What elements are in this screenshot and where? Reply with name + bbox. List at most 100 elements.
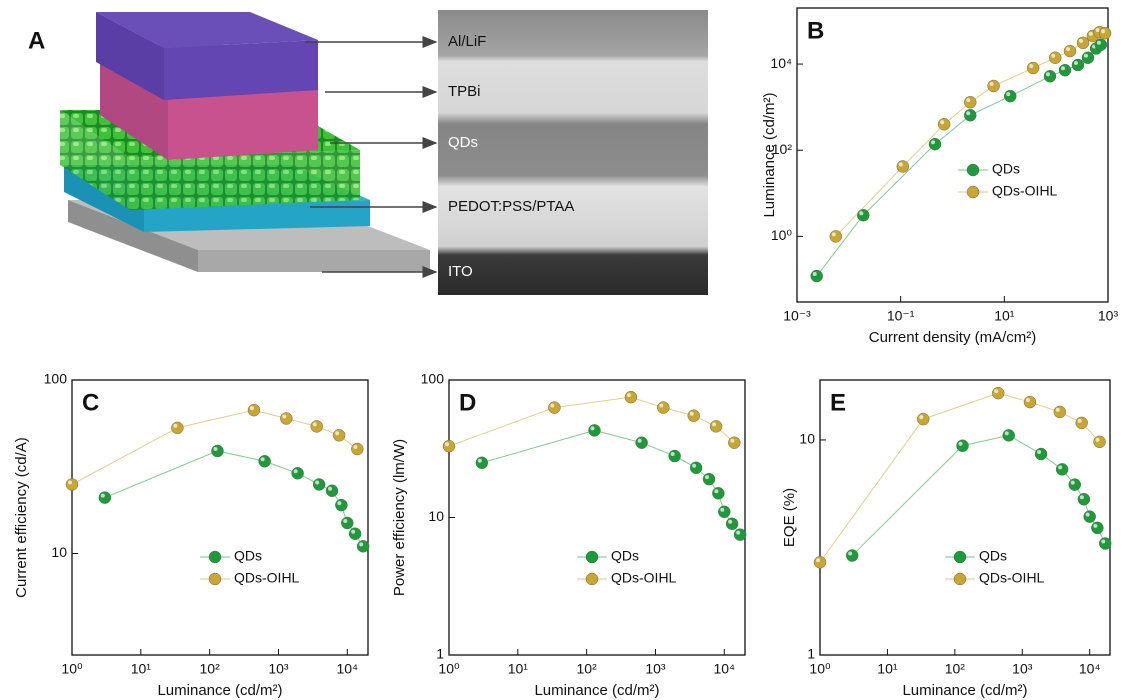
data-point [657, 402, 669, 414]
legend-label: QDs [234, 548, 262, 564]
point-highlight [1096, 438, 1100, 442]
data-point [734, 529, 746, 541]
x-tick-label: 10³ [1098, 308, 1119, 324]
layer-label: QDs [448, 134, 478, 151]
point-highlight [1093, 524, 1097, 528]
data-point [917, 413, 929, 425]
point-highlight [335, 431, 339, 435]
point-highlight [638, 439, 642, 443]
data-point [1099, 27, 1111, 39]
plot-frame [820, 380, 1110, 655]
point-highlight [659, 404, 663, 408]
legend-label: QDs [979, 548, 1007, 564]
data-point [1054, 406, 1066, 418]
legend-label: QDs [611, 548, 639, 564]
point-highlight [1026, 398, 1030, 402]
data-point [636, 437, 648, 449]
x-tick-label: 10⁰ [809, 661, 831, 677]
plot-frame [797, 8, 1108, 302]
x-tick-label: 10² [945, 661, 966, 677]
point-highlight [730, 439, 734, 443]
y-tick-label: 10⁰ [771, 227, 793, 243]
legend-marker [586, 551, 598, 563]
data-point [712, 487, 724, 499]
point-highlight [931, 140, 935, 144]
data-point [1044, 70, 1056, 82]
legend-label: QDs [992, 161, 1020, 177]
point-highlight [690, 412, 694, 416]
device-schematic: A [28, 12, 430, 322]
data-point [1084, 511, 1096, 523]
point-highlight [101, 494, 105, 498]
data-point [938, 118, 950, 130]
data-point [1091, 522, 1103, 534]
y-tick-label: 100 [44, 371, 68, 387]
point-highlight [848, 552, 852, 556]
point-highlight [550, 404, 554, 408]
data-point [443, 440, 455, 452]
legend-marker [954, 573, 966, 585]
x-tick-label: 10³ [645, 661, 666, 677]
figure: A Al/LiF TPBi QDs PEDOT:PSS/PTAA ITO B10… [0, 0, 1127, 700]
data-point [248, 404, 260, 416]
data-point [929, 138, 941, 150]
series-line [820, 393, 1100, 562]
point-highlight [353, 445, 357, 449]
point-highlight [1071, 481, 1075, 485]
point-highlight [919, 415, 923, 419]
y-tick-label: 100 [421, 371, 445, 387]
point-highlight [1080, 495, 1084, 499]
y-tick-label: 10 [799, 431, 815, 447]
point-highlight [351, 530, 355, 534]
point-highlight [1056, 408, 1060, 412]
data-point [814, 556, 826, 568]
data-point [548, 402, 560, 414]
data-point [588, 424, 600, 436]
x-tick-label: 10⁻¹ [887, 308, 915, 324]
point-highlight [627, 393, 631, 397]
data-point [703, 473, 715, 485]
x-tick-label: 10² [200, 661, 221, 677]
data-point [1069, 479, 1081, 491]
data-point [313, 478, 325, 490]
data-point [1082, 52, 1094, 64]
data-point [1077, 37, 1089, 49]
series-line [852, 435, 1105, 555]
y-tick-label: 10⁴ [770, 55, 792, 71]
data-point [710, 420, 722, 432]
legend-marker [209, 551, 221, 563]
point-highlight [590, 426, 594, 430]
data-point [728, 437, 740, 449]
data-point [280, 412, 292, 424]
data-point [326, 485, 338, 497]
data-point [171, 422, 183, 434]
data-point [1078, 493, 1090, 505]
point-highlight [1097, 41, 1101, 45]
point-highlight [959, 442, 963, 446]
point-highlight [68, 480, 72, 484]
data-point [669, 450, 681, 462]
data-point [718, 506, 730, 518]
point-highlight [966, 111, 970, 115]
point-highlight [671, 452, 675, 456]
point-highlight [1051, 54, 1055, 58]
point-highlight [337, 501, 341, 505]
point-highlight [1096, 28, 1100, 32]
legend-marker [967, 164, 979, 176]
y-tick-label: 10 [428, 508, 444, 524]
y-tick-label: 1 [807, 646, 815, 662]
point-highlight [315, 480, 319, 484]
data-point [333, 429, 345, 441]
data-point [1024, 396, 1036, 408]
point-highlight [1046, 72, 1050, 76]
legend-label: QDs-OIHL [992, 183, 1058, 199]
point-highlight [816, 558, 820, 562]
point-highlight [1101, 539, 1105, 543]
legend-label: QDs-OIHL [234, 570, 300, 586]
series-line [449, 397, 734, 446]
plot-frame [72, 380, 368, 655]
series-line [482, 430, 740, 534]
point-highlight [343, 519, 347, 523]
x-axis-label: Luminance (cd/m²) [902, 682, 1027, 699]
data-point [357, 540, 369, 552]
